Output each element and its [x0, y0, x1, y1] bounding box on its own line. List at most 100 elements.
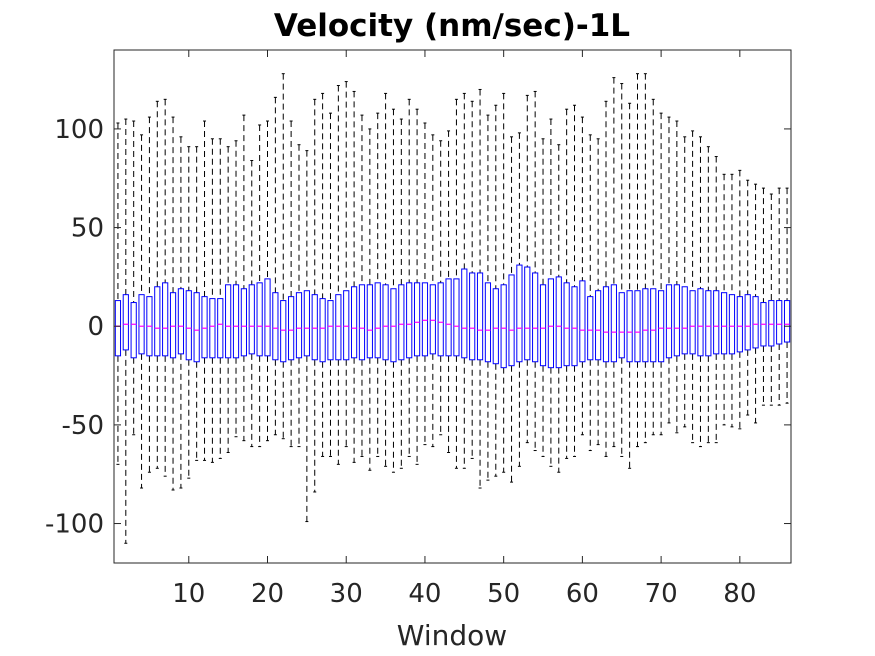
box-22 — [280, 300, 287, 363]
box-39 — [413, 282, 421, 357]
box-42 — [437, 282, 444, 357]
box-30 — [343, 290, 350, 361]
box-46 — [469, 272, 476, 361]
box-31 — [350, 286, 358, 359]
box-82 — [752, 296, 759, 349]
box-54 — [532, 272, 539, 363]
y-axis-tick-labels: -100 -50 0 50 100 — [45, 115, 104, 540]
box-71 — [665, 284, 673, 359]
box-49 — [492, 288, 499, 365]
x-axis-tick-labels: 10 20 30 40 50 60 70 80 — [172, 579, 756, 609]
box-10 — [185, 290, 192, 361]
box-25 — [303, 290, 310, 357]
box-28 — [327, 300, 334, 361]
xtick-label-50: 50 — [487, 579, 520, 609]
plot-area — [114, 50, 791, 563]
box-86 — [783, 300, 791, 343]
box-11 — [193, 292, 200, 363]
box-17 — [240, 288, 247, 357]
box-7 — [162, 282, 169, 357]
box-72 — [673, 284, 680, 357]
box-20 — [264, 278, 271, 357]
box-38 — [406, 282, 413, 359]
box-26 — [311, 294, 318, 361]
box-70 — [658, 290, 665, 363]
box-1 — [114, 300, 122, 357]
box-18 — [248, 284, 255, 355]
box-47 — [476, 272, 484, 361]
box-21 — [272, 292, 279, 361]
box-36 — [390, 288, 397, 363]
box-2 — [122, 294, 129, 351]
box-52 — [516, 264, 523, 363]
box-73 — [681, 286, 688, 355]
xtick-label-80: 80 — [723, 579, 756, 609]
tick-marks — [114, 50, 791, 563]
box-63 — [602, 286, 610, 363]
box-45 — [461, 268, 468, 359]
boxes — [114, 264, 791, 369]
box-14 — [217, 298, 224, 359]
ytick-label--50: -50 — [62, 411, 104, 441]
box-41 — [429, 284, 436, 355]
box-55 — [539, 284, 547, 367]
box-24 — [295, 292, 303, 359]
box-8 — [169, 292, 177, 359]
box-56 — [547, 278, 555, 369]
box-13 — [209, 298, 216, 359]
box-27 — [319, 298, 326, 363]
box-6 — [154, 286, 161, 357]
box-3 — [130, 302, 137, 359]
xtick-label-40: 40 — [408, 579, 441, 609]
box-78 — [720, 292, 728, 355]
axes-frame — [113, 49, 792, 564]
box-85 — [776, 300, 783, 345]
box-37 — [398, 284, 405, 361]
xtick-label-60: 60 — [566, 579, 599, 609]
box-33 — [366, 284, 373, 359]
ytick-label-100: 100 — [54, 115, 104, 145]
box-80 — [736, 296, 743, 353]
x-axis-label: Window — [397, 619, 507, 652]
xtick-label-30: 30 — [330, 579, 363, 609]
box-16 — [232, 284, 240, 359]
box-53 — [524, 266, 531, 361]
box-67 — [634, 290, 641, 363]
box-61 — [587, 296, 594, 361]
box-62 — [595, 290, 602, 361]
box-40 — [421, 282, 429, 357]
box-69 — [650, 288, 657, 363]
box-35 — [382, 284, 389, 361]
box-32 — [358, 284, 366, 361]
box-43 — [445, 278, 452, 357]
box-75 — [697, 288, 704, 357]
xtick-label-70: 70 — [645, 579, 678, 609]
box-51 — [508, 274, 515, 367]
box-4 — [138, 294, 145, 355]
medians — [115, 319, 790, 333]
box-79 — [728, 294, 736, 355]
box-74 — [689, 290, 696, 355]
box-81 — [744, 294, 751, 351]
box-66 — [626, 290, 633, 363]
xtick-label-20: 20 — [251, 579, 284, 609]
box-68 — [642, 288, 649, 363]
ytick-label-0: 0 — [87, 312, 104, 342]
box-9 — [177, 288, 185, 355]
box-29 — [335, 294, 342, 361]
box-48 — [484, 282, 492, 363]
box-60 — [579, 280, 586, 363]
box-44 — [453, 278, 460, 357]
box-59 — [571, 286, 578, 367]
xtick-label-10: 10 — [172, 579, 205, 609]
box-64 — [610, 284, 617, 363]
chart-title: Velocity (nm/sec)-1L — [274, 8, 630, 44]
box-57 — [555, 276, 562, 369]
box-19 — [256, 282, 263, 357]
box-23 — [288, 296, 295, 361]
box-15 — [225, 284, 232, 359]
ytick-label--100: -100 — [45, 510, 104, 540]
box-34 — [374, 282, 381, 359]
box-77 — [713, 290, 720, 355]
